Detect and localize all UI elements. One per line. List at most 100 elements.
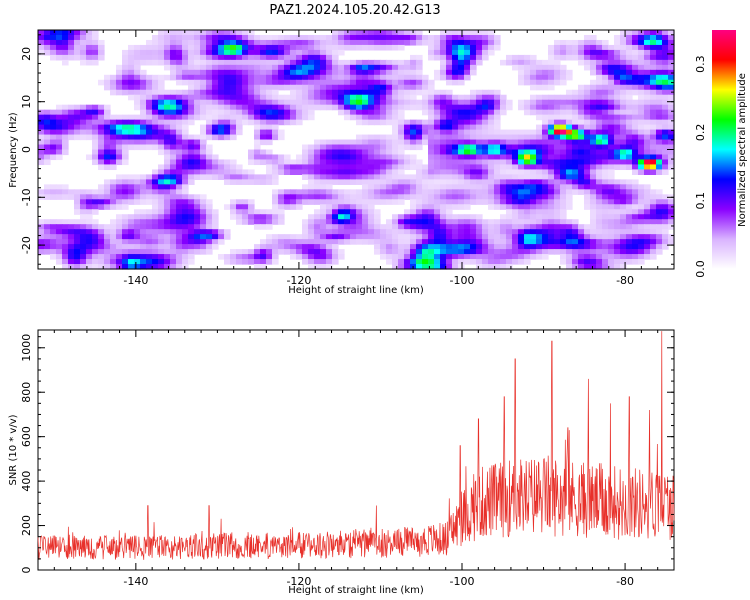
heatmap-cell — [434, 209, 441, 215]
heatmap-cell — [62, 114, 69, 121]
heatmap-cell — [572, 154, 579, 161]
heatmap-cell — [518, 179, 525, 185]
heatmap-cell — [656, 84, 663, 91]
heatmap-cell — [104, 149, 111, 156]
heatmap-cell — [158, 30, 165, 36]
heatmap-cell — [320, 159, 327, 166]
heatmap-cell — [440, 209, 447, 215]
heatmap-cell — [200, 159, 207, 166]
heatmap-cell — [380, 174, 387, 180]
heatmap-cell — [398, 179, 405, 185]
heatmap-cell — [362, 119, 369, 126]
heatmap-cell — [116, 244, 123, 250]
heatmap-cell — [584, 174, 591, 180]
heatmap-cell — [170, 194, 177, 200]
heatmap-cell — [320, 204, 327, 210]
heatmap-cell — [626, 99, 633, 106]
heatmap-cell — [566, 239, 573, 245]
heatmap-cell — [284, 49, 291, 56]
heatmap-cell — [650, 109, 657, 116]
heatmap-cell — [134, 134, 141, 141]
heatmap-cell — [368, 169, 375, 175]
heatmap-cell — [590, 34, 597, 41]
heatmap-cell — [362, 174, 369, 180]
heatmap-cell — [320, 39, 327, 46]
heatmap-cell — [410, 179, 417, 185]
heatmap-cell — [584, 44, 591, 51]
heatmap-cell — [542, 219, 549, 225]
heatmap-cell — [464, 234, 471, 240]
heatmap-cell — [518, 164, 525, 171]
heatmap-cell — [620, 39, 627, 46]
heatmap-cell — [206, 239, 213, 245]
heatmap-cell — [290, 94, 297, 101]
heatmap-cell — [374, 84, 381, 91]
heatmap-cell — [338, 69, 345, 76]
heatmap-cell — [356, 234, 363, 240]
heatmap-cell — [122, 84, 129, 91]
heatmap-cell — [86, 229, 93, 235]
heatmap-cell — [536, 104, 543, 111]
heatmap-cell — [596, 229, 603, 235]
heatmap-cell — [296, 199, 303, 205]
heatmap-cell — [254, 149, 261, 156]
heatmap-cell — [392, 99, 399, 106]
heatmap-cell — [608, 179, 615, 185]
heatmap-cell — [314, 264, 321, 270]
heatmap-cell — [602, 74, 609, 81]
heatmap-cell — [542, 69, 549, 76]
heatmap-cell — [164, 139, 171, 146]
heatmap-cell — [116, 139, 123, 146]
heatmap-cell — [422, 249, 429, 255]
heatmap-cell — [188, 64, 195, 71]
heatmap-cell — [152, 134, 159, 141]
heatmap-cell — [614, 64, 621, 71]
heatmap-cell — [140, 114, 147, 121]
heatmap-cell — [662, 129, 669, 136]
heatmap-cell — [560, 139, 567, 146]
heatmap-cell — [146, 264, 153, 270]
heatmap-cell — [458, 179, 465, 185]
heatmap-cell — [452, 129, 459, 136]
heatmap-cell — [272, 99, 279, 106]
heatmap-cell — [620, 134, 627, 141]
heatmap-cell — [536, 229, 543, 235]
heatmap-cell — [518, 234, 525, 240]
heatmap-cell — [614, 234, 621, 240]
heatmap-cell — [632, 114, 639, 121]
heatmap-cell — [290, 59, 297, 66]
heatmap-cell — [614, 184, 621, 190]
heatmap-cell — [572, 109, 579, 116]
heatmap-cell — [260, 224, 267, 230]
heatmap-cell — [452, 184, 459, 190]
heatmap-cell — [242, 209, 249, 215]
heatmap-cell — [506, 219, 513, 225]
heatmap-cell — [428, 184, 435, 190]
heatmap-cell — [278, 119, 285, 126]
heatmap-cell — [662, 99, 669, 106]
heatmap-cell — [170, 99, 177, 106]
heatmap-cell — [194, 44, 201, 51]
heatmap-cell — [158, 74, 165, 81]
heatmap-cell — [476, 234, 483, 240]
heatmap-cell — [140, 254, 147, 260]
heatmap-cell — [260, 49, 267, 56]
heatmap-cell — [512, 254, 519, 260]
heatmap-cell — [560, 169, 567, 175]
heatmap-cell — [146, 244, 153, 250]
heatmap-cell — [272, 234, 279, 240]
heatmap-cell — [86, 249, 93, 255]
heatmap-cell — [140, 214, 147, 220]
heatmap-cell — [74, 244, 81, 250]
heatmap-cell — [260, 249, 267, 255]
heatmap-cell — [614, 39, 621, 46]
heatmap-cell — [176, 79, 183, 86]
heatmap-cell — [110, 184, 117, 190]
heatmap-cell — [488, 134, 495, 141]
heatmap-cell — [158, 59, 165, 66]
heatmap-cell — [626, 54, 633, 61]
heatmap-cell — [596, 39, 603, 46]
heatmap-cell — [512, 189, 519, 195]
heatmap-cell — [536, 134, 543, 141]
heatmap-cell — [338, 179, 345, 185]
